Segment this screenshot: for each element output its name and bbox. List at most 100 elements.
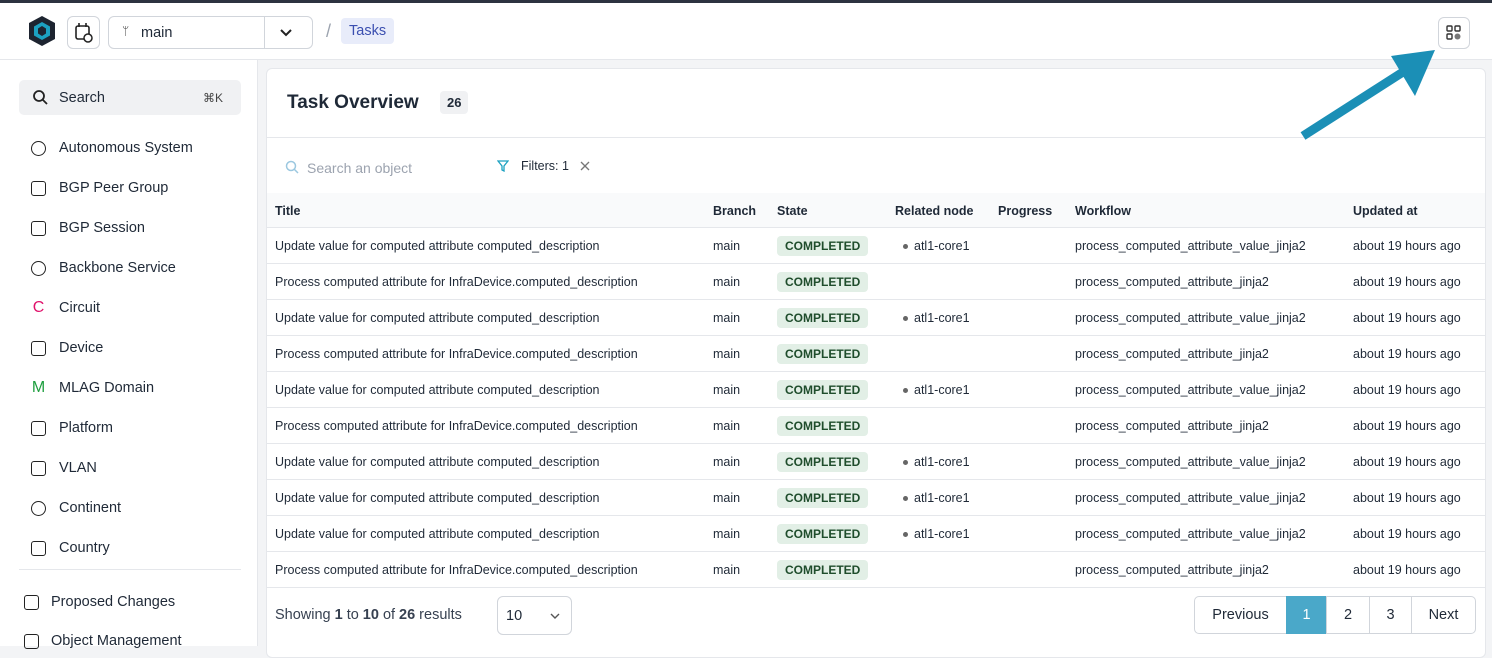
branch-selector[interactable]: ᛘ main — [108, 16, 313, 49]
nav-item[interactable]: Continent — [20, 493, 240, 523]
cell: main — [713, 480, 740, 516]
schedule-button[interactable] — [67, 16, 100, 49]
nav-item[interactable]: BGP Peer Group — [20, 173, 240, 203]
breadcrumb-separator: / — [326, 21, 332, 41]
nav-item[interactable]: Autonomous System — [20, 133, 240, 163]
header-row: Title Branch State Related node Progress Work… — [267, 193, 1485, 228]
nav-item[interactable]: Backbone Service — [20, 253, 240, 283]
cell: Process computed attribute for InfraDevi… — [275, 264, 638, 300]
clear-filters[interactable] — [580, 161, 590, 171]
nav-label: Object Management — [51, 633, 182, 649]
nav-item[interactable]: Country — [20, 533, 240, 563]
nav-item[interactable]: Platform — [20, 413, 240, 443]
nav-item[interactable]: C Circuit — [20, 293, 240, 323]
table-row[interactable]: Update value for computed attribute comp… — [267, 516, 1485, 552]
table-footer: Showing 1 to 10 of 26 results 10 Previous 1 2 3 Next — [267, 587, 1485, 657]
page-button[interactable]: 3 — [1369, 596, 1412, 634]
branch: main — [713, 275, 741, 289]
task-card: Task Overview 26 Search an object Filter… — [266, 68, 1486, 658]
calendar-icon — [75, 23, 93, 43]
cell: Update value for computed attribute comp… — [275, 444, 600, 480]
node-dot — [903, 387, 908, 393]
cell: process_computed_attribute_value_jinja2 — [1075, 444, 1306, 480]
related-node[interactable]: atl1-core1 — [914, 527, 970, 541]
page-size-select[interactable]: 10 — [497, 596, 572, 635]
nav-label: MLAG Domain — [59, 380, 155, 396]
cell: atl1-core1 — [895, 228, 970, 264]
search-box[interactable]: Search ⌘K — [19, 80, 241, 115]
state-badge: COMPLETED — [777, 272, 869, 292]
related-node[interactable]: atl1-core1 — [914, 455, 970, 469]
column-header: Title — [275, 203, 301, 218]
node-dot — [903, 315, 908, 321]
page-button[interactable]: Previous — [1194, 596, 1287, 634]
divider — [264, 17, 265, 48]
branch: main — [713, 455, 741, 469]
branch-icon: ᛘ — [122, 24, 130, 38]
nav-label: Device — [59, 340, 104, 356]
table-row[interactable]: Update value for computed attribute comp… — [267, 480, 1485, 516]
branch: main — [713, 491, 741, 505]
nav-item[interactable]: Device — [20, 333, 240, 363]
nav-label: Country — [59, 540, 110, 556]
branch: main — [713, 347, 741, 361]
nav-icon — [31, 460, 46, 476]
cell: main — [713, 552, 740, 588]
table-row[interactable]: Process computed attribute for InfraDevi… — [267, 336, 1485, 372]
nav-label: VLAN — [59, 460, 97, 476]
nav-item[interactable]: VLAN — [20, 453, 240, 483]
related-node[interactable]: atl1-core1 — [914, 383, 970, 397]
cell: process_computed_attribute_value_jinja2 — [1075, 480, 1306, 516]
state-badge: COMPLETED — [777, 524, 869, 544]
cell: atl1-core1 — [895, 444, 970, 480]
filters-button[interactable]: Filters: 1 — [521, 159, 569, 173]
page-button[interactable]: 1 — [1286, 596, 1327, 634]
cell: about 19 hours ago — [1353, 336, 1461, 372]
apps-button[interactable] — [1438, 17, 1470, 49]
page-size: 10 — [506, 608, 523, 624]
related-node[interactable]: atl1-core1 — [914, 311, 970, 325]
cell: about 19 hours ago — [1353, 516, 1461, 552]
chevron — [550, 608, 560, 626]
nav-icon — [31, 220, 46, 236]
table-row[interactable]: Process computed attribute for InfraDevi… — [267, 264, 1485, 300]
table-row[interactable]: Update value for computed attribute comp… — [267, 228, 1485, 264]
logo[interactable] — [28, 15, 56, 47]
task-table: Title Branch State Related node Progress Work… — [267, 193, 1485, 588]
nav-item[interactable]: Proposed Changes — [12, 587, 232, 617]
cell: about 19 hours ago — [1353, 444, 1461, 480]
title: Update value for computed attribute comp… — [275, 491, 600, 505]
nav-item[interactable]: M MLAG Domain — [20, 373, 240, 403]
cell: COMPLETED — [777, 228, 869, 264]
related-node[interactable]: atl1-core1 — [914, 239, 970, 253]
search-icon — [285, 160, 299, 174]
workflow: process_computed_attribute_value_jinja2 — [1075, 239, 1306, 253]
results-info: Showing 1 to 10 of 26 results — [275, 607, 462, 623]
nav-label: BGP Peer Group — [59, 180, 169, 196]
table-row[interactable]: Process computed attribute for InfraDevi… — [267, 552, 1485, 588]
title: Update value for computed attribute comp… — [275, 383, 600, 397]
page-button[interactable]: 2 — [1326, 596, 1370, 634]
related-node[interactable]: atl1-core1 — [914, 491, 970, 505]
state-badge: COMPLETED — [777, 344, 869, 364]
cell: atl1-core1 — [895, 480, 970, 516]
cell: atl1-core1 — [895, 300, 970, 336]
cell: COMPLETED — [777, 516, 869, 552]
nav-item[interactable]: BGP Session — [20, 213, 240, 243]
results-showing: Showing — [275, 607, 331, 623]
table-row[interactable]: Update value for computed attribute comp… — [267, 444, 1485, 480]
nav-item[interactable]: Object Management — [12, 626, 232, 656]
cell: about 19 hours ago — [1353, 552, 1461, 588]
search-input[interactable]: Search an object — [307, 160, 413, 176]
node-dot — [903, 495, 908, 501]
cell: process_computed_attribute_jinja2 — [1075, 336, 1269, 372]
cell: main — [713, 372, 740, 408]
state-badge: COMPLETED — [777, 236, 869, 256]
column-header: State — [777, 203, 808, 218]
table-row[interactable]: Update value for computed attribute comp… — [267, 300, 1485, 336]
nav-label: Autonomous System — [59, 140, 193, 156]
breadcrumb[interactable]: Tasks — [341, 18, 395, 44]
table-row[interactable]: Process computed attribute for InfraDevi… — [267, 408, 1485, 444]
table-row[interactable]: Update value for computed attribute comp… — [267, 372, 1485, 408]
page-button[interactable]: Next — [1411, 596, 1476, 634]
